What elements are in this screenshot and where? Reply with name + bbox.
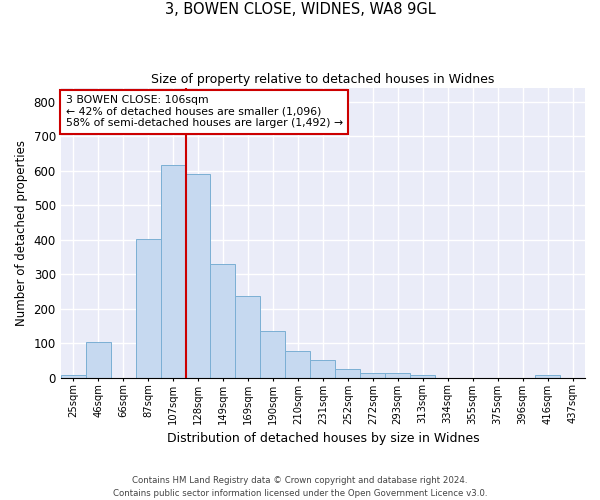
Bar — [535, 375, 560, 378]
Bar — [136, 239, 161, 378]
Text: Contains HM Land Registry data © Crown copyright and database right 2024.
Contai: Contains HM Land Registry data © Crown c… — [113, 476, 487, 498]
Bar — [335, 369, 360, 378]
Y-axis label: Number of detached properties: Number of detached properties — [15, 140, 28, 326]
Bar — [185, 174, 211, 378]
Bar — [286, 351, 310, 378]
Bar — [211, 264, 235, 378]
X-axis label: Distribution of detached houses by size in Widnes: Distribution of detached houses by size … — [167, 432, 479, 445]
Bar — [260, 331, 286, 378]
Bar — [410, 375, 435, 378]
Bar — [310, 360, 335, 378]
Bar — [235, 296, 260, 378]
Bar — [61, 375, 86, 378]
Bar — [385, 372, 410, 378]
Text: 3 BOWEN CLOSE: 106sqm
← 42% of detached houses are smaller (1,096)
58% of semi-d: 3 BOWEN CLOSE: 106sqm ← 42% of detached … — [66, 96, 343, 128]
Bar — [86, 342, 110, 378]
Title: Size of property relative to detached houses in Widnes: Size of property relative to detached ho… — [151, 72, 494, 86]
Bar — [360, 372, 385, 378]
Bar — [161, 165, 185, 378]
Text: 3, BOWEN CLOSE, WIDNES, WA8 9GL: 3, BOWEN CLOSE, WIDNES, WA8 9GL — [164, 2, 436, 18]
